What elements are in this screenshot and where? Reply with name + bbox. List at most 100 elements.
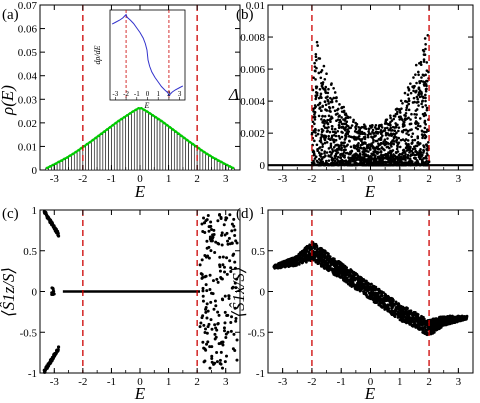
- delta-point: [372, 135, 376, 138]
- delta-point: [407, 99, 411, 103]
- delta-point: [398, 118, 402, 121]
- delta-point: [340, 106, 344, 110]
- delta-point: [361, 153, 365, 156]
- s1x-point: [424, 328, 427, 332]
- delta-point: [322, 87, 326, 91]
- s1z-point: [212, 228, 216, 232]
- delta-point: [407, 102, 411, 106]
- fit-point: [137, 106, 140, 110]
- delta-point: [408, 157, 412, 161]
- inset-x-tick-label: 0: [146, 90, 150, 98]
- s1x-point: [273, 264, 276, 268]
- s1z-point: [226, 330, 230, 334]
- delta-point: [391, 125, 395, 129]
- s1z-point: [199, 272, 203, 276]
- delta-point: [422, 53, 426, 56]
- s1z-point: [207, 256, 211, 260]
- delta-point: [380, 130, 384, 134]
- delta-point: [332, 86, 335, 90]
- s1x-point: [354, 286, 357, 290]
- delta-point: [345, 151, 349, 155]
- x-tick-label: -1: [107, 173, 116, 185]
- fit-point: [88, 140, 92, 144]
- delta-point: [313, 104, 317, 107]
- s1x-point: [419, 318, 422, 322]
- delta-point: [323, 152, 326, 155]
- delta-point: [324, 85, 328, 89]
- delta-point: [394, 125, 398, 129]
- delta-point: [371, 130, 374, 134]
- delta-point: [346, 115, 350, 119]
- inset-y-axis-title: dρ/dE: [93, 45, 102, 64]
- delta-point: [413, 138, 417, 142]
- delta-point: [405, 142, 409, 146]
- y-tick-label: 0.05: [18, 47, 38, 59]
- delta-point: [389, 132, 393, 136]
- delta-point: [395, 140, 398, 144]
- s1x-point: [377, 303, 381, 307]
- s1x-point: [310, 246, 314, 250]
- delta-point: [373, 150, 377, 153]
- x-tick-label: -1: [337, 173, 346, 185]
- fit-point: [197, 146, 200, 150]
- delta-point: [314, 134, 318, 137]
- delta-point: [427, 160, 431, 164]
- delta-point: [411, 138, 415, 142]
- delta-point: [362, 148, 366, 151]
- delta-point: [322, 64, 326, 68]
- s1z-point: [56, 234, 61, 238]
- s1x-point: [362, 284, 365, 288]
- delta-point: [323, 100, 327, 103]
- fit-point: [225, 163, 229, 167]
- delta-point: [397, 126, 401, 129]
- delta-point: [415, 113, 418, 116]
- s1x-point: [308, 248, 312, 252]
- delta-point: [409, 163, 413, 167]
- fit-point: [68, 154, 72, 157]
- y-tick-label: -0.5: [20, 327, 38, 339]
- s1x-point: [302, 254, 305, 257]
- delta-point: [329, 138, 332, 142]
- s1x-point: [416, 322, 420, 326]
- delta-point: [314, 78, 317, 81]
- delta-point: [330, 151, 334, 155]
- delta-point: [419, 148, 422, 151]
- delta-point: [400, 107, 403, 110]
- delta-point: [324, 154, 327, 158]
- delta-point: [340, 141, 343, 144]
- delta-point: [340, 122, 344, 126]
- delta-point: [410, 112, 413, 116]
- delta-point: [345, 124, 349, 127]
- delta-point: [314, 52, 318, 56]
- delta-point: [411, 141, 414, 145]
- delta-point: [389, 116, 392, 120]
- x-tick-label: -3: [50, 376, 60, 388]
- delta-point: [366, 135, 370, 139]
- delta-point: [353, 160, 357, 164]
- s1z-point: [203, 359, 207, 363]
- s1z-point: [233, 281, 237, 285]
- delta-point: [337, 134, 341, 138]
- delta-point: [388, 163, 392, 167]
- fit-point: [114, 121, 118, 125]
- delta-point: [424, 113, 428, 117]
- delta-point: [382, 140, 385, 143]
- delta-point: [424, 93, 427, 97]
- s1x-point: [423, 331, 426, 335]
- fit-point: [51, 163, 55, 167]
- s1z-point: [216, 219, 220, 223]
- s1z-point: [221, 340, 225, 344]
- x-tick-label: 0: [137, 173, 143, 185]
- histogram-bar: [102, 131, 107, 171]
- delta-point: [325, 141, 329, 144]
- delta-point: [344, 134, 347, 137]
- delta-point: [403, 91, 407, 95]
- s1z-point: [215, 360, 219, 364]
- delta-point: [414, 144, 418, 148]
- delta-point: [413, 153, 417, 157]
- s1x-point: [302, 257, 306, 261]
- s1x-point: [438, 315, 441, 319]
- s1x-point: [369, 282, 373, 286]
- delta-point: [426, 140, 430, 144]
- s1z-point: [223, 270, 227, 274]
